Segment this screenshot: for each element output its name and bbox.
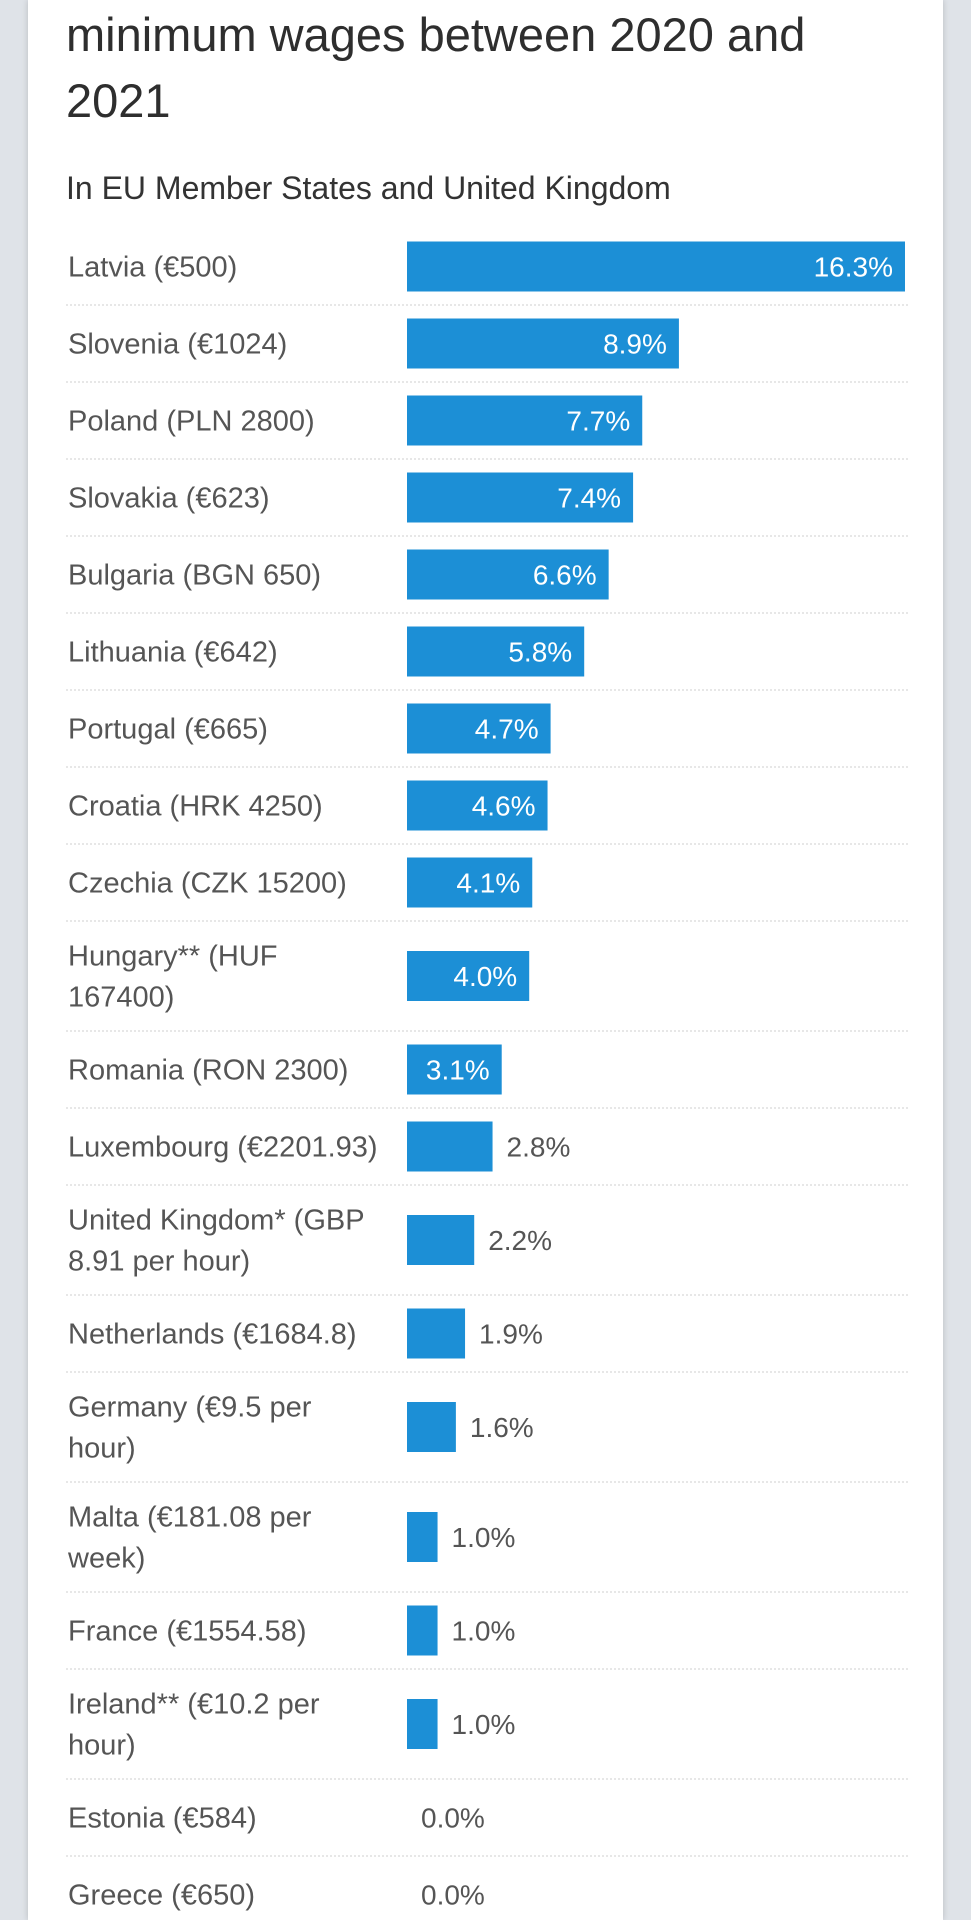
bar-row: Ireland** (€10.2 per hour) 1.0% — [68, 1689, 515, 1762]
bar-row: Latvia (€500) 16.3% — [68, 241, 905, 292]
value-label: 4.7% — [475, 714, 539, 745]
chart-subtitle: In EU Member States and United Kingdom — [66, 170, 671, 206]
bar — [407, 857, 533, 908]
category-label: Poland (PLN 2800) — [68, 406, 315, 438]
value-label: 0.0% — [421, 1880, 485, 1911]
value-label: 6.6% — [533, 560, 597, 591]
bar-row: Hungary** (HUF 167400) 4.0% — [68, 941, 530, 1014]
value-label: 0.0% — [421, 1803, 485, 1834]
bar — [407, 780, 548, 831]
category-label: Bulgaria (BGN 650) — [68, 560, 321, 592]
bar-row: Romania (RON 2300) 3.1% — [68, 1044, 502, 1095]
category-label: Portugal (€665) — [68, 714, 268, 746]
category-label: France (€1554.58) — [68, 1616, 307, 1648]
value-label: 4.0% — [453, 961, 517, 992]
bar — [407, 241, 905, 292]
value-label: 1.0% — [452, 1616, 516, 1647]
bar-row: Croatia (HRK 4250) 4.6% — [68, 780, 548, 831]
value-label: 7.4% — [557, 483, 621, 514]
category-label: Germany (€9.5 per hour) — [68, 1392, 312, 1465]
value-label: 1.0% — [452, 1522, 516, 1553]
bar-row: Portugal (€665) 4.7% — [68, 703, 551, 754]
value-label: 5.8% — [508, 637, 572, 668]
category-label: Estonia (€584) — [68, 1803, 257, 1835]
value-label: 2.2% — [488, 1225, 552, 1256]
bar — [407, 1215, 475, 1265]
bar — [407, 549, 609, 600]
category-label: Luxembourg (€2201.93) — [68, 1132, 378, 1164]
bar-row: Netherlands (€1684.8) 1.9% — [68, 1308, 543, 1359]
chart-title: minimum wages between 2020 and 2021 — [66, 8, 806, 127]
bar-row: Malta (€181.08 per week) 1.0% — [67, 1502, 515, 1575]
value-label: 1.6% — [470, 1412, 534, 1443]
bar — [407, 1605, 438, 1656]
bar — [407, 626, 585, 677]
bar — [407, 1512, 438, 1562]
category-label: Slovenia (€1024) — [68, 329, 287, 361]
category-label: Slovakia (€623) — [68, 483, 270, 515]
bar-row: Greece (€650) 0.0% — [68, 1880, 485, 1912]
bar-row: Estonia (€584) 0.0% — [68, 1803, 485, 1835]
value-label: 8.9% — [603, 329, 667, 360]
bar-row: Luxembourg (€2201.93) 2.8% — [68, 1121, 571, 1172]
bar — [407, 1308, 466, 1359]
bar-row: Lithuania (€642) 5.8% — [68, 626, 585, 677]
bar-row: France (€1554.58) 1.0% — [68, 1605, 516, 1656]
bar — [407, 1699, 438, 1749]
category-label: Lithuania (€642) — [68, 637, 278, 669]
bar — [407, 951, 530, 1001]
bar — [407, 318, 679, 369]
category-label: Czechia (CZK 15200) — [68, 868, 347, 900]
bar-row: Czechia (CZK 15200) 4.1% — [68, 857, 533, 908]
value-label: 2.8% — [507, 1132, 571, 1163]
bar — [407, 472, 634, 523]
value-label: 16.3% — [814, 252, 893, 283]
category-label: Hungary** (HUF 167400) — [68, 941, 278, 1014]
category-label: Latvia (€500) — [68, 252, 237, 284]
category-label: Malta (€181.08 per week) — [67, 1502, 312, 1575]
category-label: Ireland** (€10.2 per hour) — [68, 1689, 320, 1762]
bar-row: Slovakia (€623) 7.4% — [68, 472, 634, 523]
bar — [407, 1044, 502, 1095]
bar-row: Poland (PLN 2800) 7.7% — [68, 395, 643, 446]
category-label: Croatia (HRK 4250) — [68, 791, 323, 823]
value-label: 7.7% — [566, 406, 630, 437]
category-label: Greece (€650) — [68, 1880, 255, 1912]
bar — [407, 1121, 493, 1172]
bar-row: United Kingdom* (GBP 8.91 per hour) 2.2% — [68, 1205, 552, 1278]
category-label: United Kingdom* (GBP 8.91 per hour) — [68, 1205, 365, 1278]
bar-row: Germany (€9.5 per hour) 1.6% — [68, 1392, 534, 1465]
bar — [407, 703, 551, 754]
category-label: Romania (RON 2300) — [68, 1055, 348, 1087]
value-label: 3.1% — [426, 1055, 490, 1086]
bar-row: Bulgaria (BGN 650) 6.6% — [68, 549, 609, 600]
value-label: 1.9% — [479, 1319, 543, 1350]
value-label: 4.6% — [472, 791, 536, 822]
bar — [407, 1402, 456, 1452]
value-label: 1.0% — [452, 1709, 516, 1740]
value-label: 4.1% — [456, 868, 520, 899]
category-label: Netherlands (€1684.8) — [68, 1319, 357, 1351]
bar-row: Slovenia (€1024) 8.9% — [68, 318, 679, 369]
bar — [407, 395, 643, 446]
